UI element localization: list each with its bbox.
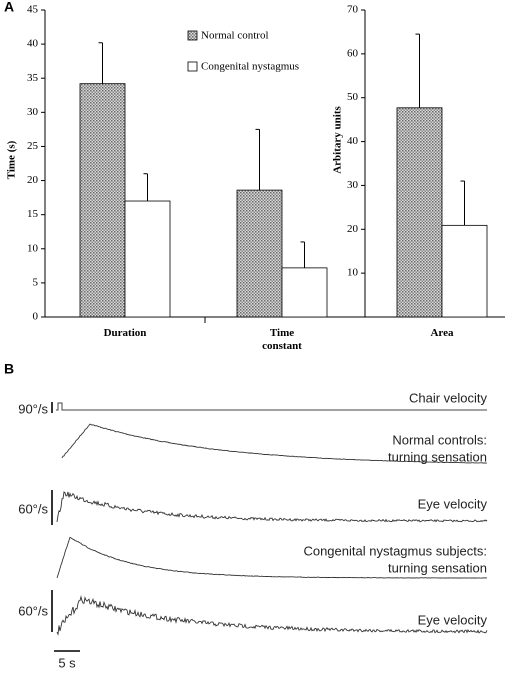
y-tick-label: 30: [347, 179, 359, 191]
y-tick-label: 35: [27, 72, 39, 84]
trace-label: Eye velocity: [418, 612, 488, 627]
trace-label: turning sensation: [388, 560, 487, 575]
x-tick-label: Time constant: [262, 327, 302, 352]
scale-label: 60°/s: [18, 603, 48, 618]
bar: [79, 83, 126, 318]
legend-swatch: [187, 30, 198, 41]
y-axis-label: Time (s): [6, 140, 18, 179]
y-axis-label: Arbitary units: [332, 106, 344, 174]
y-tick-label: 30: [27, 106, 39, 118]
trace-label: Congenital nystagmus subjects:: [303, 543, 487, 558]
x-tick-label: Area: [430, 327, 454, 339]
x-tick-label: Duration: [103, 327, 147, 339]
cn-sensation-trace: [56, 536, 488, 579]
scale-label: 60°/s: [18, 501, 48, 516]
cn-eye-trace: [56, 595, 488, 636]
trace-label: Normal controls:: [392, 432, 487, 447]
x-tick-label-box: Area: [430, 327, 454, 339]
y-tick-label: 10: [27, 242, 39, 254]
y-tick-label: 15: [27, 208, 39, 220]
legend-swatch: [187, 61, 198, 72]
legend-label: Normal control: [201, 30, 269, 42]
trace-label: turning sensation: [388, 449, 487, 464]
y-tick-label: 20: [347, 223, 359, 235]
y-tick-label: 10: [347, 267, 359, 279]
bar: [441, 224, 488, 318]
bar: [396, 107, 443, 318]
chair-trace: [56, 402, 487, 411]
trace-label: Eye velocity: [418, 496, 488, 511]
y-tick-label: 25: [27, 140, 39, 152]
y-tick-label: 0: [33, 311, 39, 323]
y-tick-label: 5: [33, 276, 39, 288]
trace-label: Chair velocity: [409, 390, 488, 405]
scale-label: 5 s: [58, 655, 76, 670]
panel-label: A: [4, 0, 14, 15]
y-tick-label: 40: [27, 38, 39, 50]
bar: [236, 189, 283, 318]
y-tick-label: 40: [347, 135, 359, 147]
y-tick-label: 50: [347, 91, 359, 103]
y-tick-label: 70: [347, 4, 359, 16]
y-tick-label: 45: [27, 4, 39, 16]
y-tick-label: 20: [27, 174, 39, 186]
scale-label: 90°/s: [18, 401, 48, 416]
bar: [281, 267, 328, 318]
x-tick-label-box: Duration: [103, 327, 147, 339]
bar: [124, 200, 171, 318]
legend-label: Congenital nystagmus: [201, 61, 299, 73]
panel-label: B: [4, 361, 14, 377]
x-tick-label-box: Time constant: [262, 327, 302, 352]
y-tick-label: 60: [347, 47, 359, 59]
normal-eye-trace: [56, 491, 488, 523]
normal-sensation-trace: [61, 423, 488, 464]
